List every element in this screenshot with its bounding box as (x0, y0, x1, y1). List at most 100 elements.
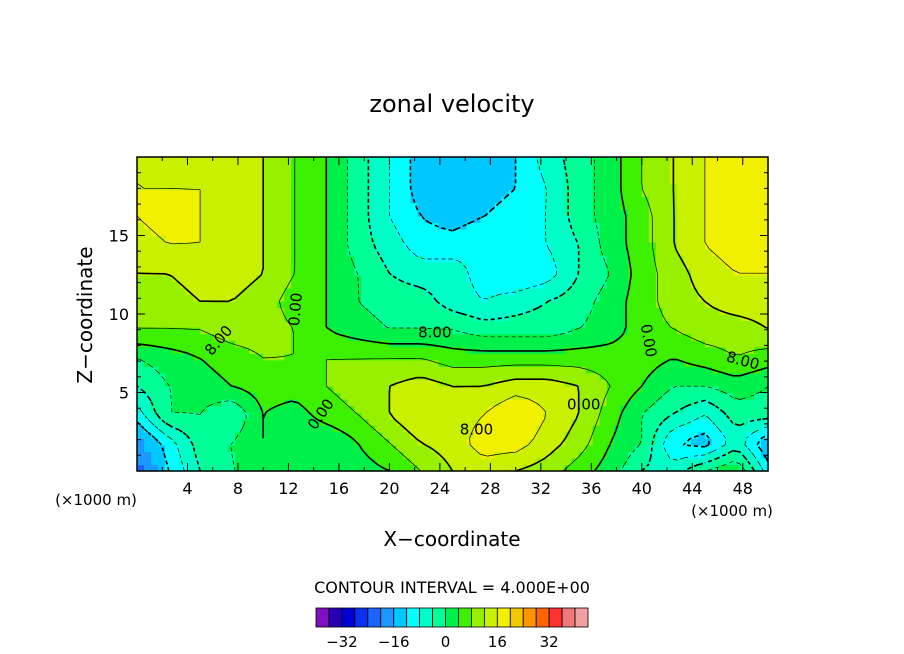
heatmap-cell (683, 281, 692, 289)
heatmap-cell (172, 327, 180, 335)
heatmap-cell (333, 340, 341, 348)
heatmap-cell (312, 425, 320, 433)
heatmap-cell (193, 157, 201, 165)
heatmap-cell (389, 418, 398, 426)
heatmap-cell (165, 222, 173, 230)
heatmap-cell (263, 359, 271, 367)
heatmap-cell (396, 222, 405, 230)
heatmap-cell (438, 418, 447, 426)
heatmap-cell (298, 464, 306, 472)
heatmap-cell (753, 196, 762, 204)
heatmap-cell (592, 372, 601, 381)
heatmap-cell (592, 163, 601, 171)
heatmap-cell (655, 274, 664, 282)
heatmap-cell (242, 333, 250, 341)
contour-line (136, 157, 768, 457)
heatmap-cell (347, 294, 355, 302)
heatmap-cell (438, 372, 447, 381)
heatmap-cell (697, 242, 706, 250)
heatmap-cell (550, 399, 559, 407)
heatmap-cell (172, 464, 180, 472)
heatmap-cell (256, 451, 264, 459)
heatmap-cell (641, 196, 650, 204)
heatmap-cell (242, 189, 250, 197)
heatmap-cell (585, 379, 594, 387)
heatmap-cell (263, 444, 271, 452)
heatmap-cell (676, 183, 685, 191)
heatmap-cell (361, 183, 369, 191)
heatmap-cell (459, 457, 468, 466)
heatmap-cell (263, 340, 271, 348)
heatmap-cell (158, 457, 166, 466)
colorbar-tick-label: 0 (441, 633, 451, 651)
heatmap-cell (690, 412, 699, 420)
heatmap-cell (445, 202, 454, 210)
heatmap-cell (529, 444, 538, 452)
heatmap-cell (550, 281, 559, 289)
heatmap-cell (291, 359, 299, 367)
heatmap-cell (732, 438, 741, 446)
heatmap-cell (228, 392, 236, 400)
heatmap-cell (340, 215, 348, 224)
heatmap-cell (585, 444, 594, 452)
heatmap-cell (501, 340, 510, 348)
heatmap-cell (515, 248, 524, 256)
heatmap-cell (172, 248, 180, 256)
heatmap-cell (760, 385, 769, 394)
heatmap-cell (452, 274, 461, 282)
heatmap-cell (760, 157, 769, 165)
heatmap-cell (200, 170, 208, 178)
heatmap-cell (263, 228, 271, 237)
heatmap-cell (284, 228, 292, 237)
heatmap-cell (270, 379, 278, 387)
heatmap-cell (249, 438, 257, 446)
heatmap-cell (515, 412, 524, 420)
heatmap-cell (284, 327, 292, 335)
heatmap-cell (312, 268, 320, 276)
heatmap-cell (431, 412, 440, 420)
heatmap-cell (746, 425, 755, 433)
heatmap-cell (760, 287, 769, 295)
heatmap-cell (361, 274, 369, 282)
heatmap-cell (508, 379, 517, 387)
heatmap-cell (277, 464, 285, 472)
heatmap-cell (501, 274, 510, 282)
heatmap-cell (368, 359, 376, 367)
heatmap-cell (746, 431, 755, 439)
heatmap-cell (319, 163, 327, 171)
heatmap-cell (480, 405, 489, 413)
heatmap-cell (256, 340, 264, 348)
heatmap-cell (620, 163, 629, 171)
heatmap-cell (501, 176, 510, 184)
heatmap-cell (515, 202, 524, 210)
heatmap-cell (508, 274, 517, 282)
heatmap-cell (389, 300, 398, 309)
heatmap-cell (739, 235, 748, 243)
heatmap-cell (592, 183, 601, 191)
heatmap-cell (662, 340, 671, 348)
heatmap-cell (697, 320, 706, 328)
heatmap-cell (403, 353, 412, 361)
heatmap-cell (613, 431, 622, 439)
heatmap-cell (165, 183, 173, 191)
heatmap-cell (403, 287, 412, 295)
heatmap-cell (319, 281, 327, 289)
heatmap-cell (627, 248, 636, 256)
heatmap-cell (571, 163, 580, 171)
heatmap-cell (557, 196, 566, 204)
heatmap-cell (746, 189, 755, 197)
heatmap-cell (760, 183, 769, 191)
heatmap-cell (347, 242, 355, 250)
heatmap-cell (746, 307, 755, 315)
heatmap-cell (732, 385, 741, 394)
heatmap-cell (144, 242, 152, 250)
heatmap-cell (655, 228, 664, 237)
heatmap-cell (655, 320, 664, 328)
heatmap-cell (403, 300, 412, 309)
heatmap-cell (445, 405, 454, 413)
heatmap-cell (193, 274, 201, 282)
heatmap-cell (676, 274, 685, 282)
heatmap-cell (550, 438, 559, 446)
heatmap-cell (340, 385, 348, 394)
heatmap-cell (599, 359, 608, 367)
